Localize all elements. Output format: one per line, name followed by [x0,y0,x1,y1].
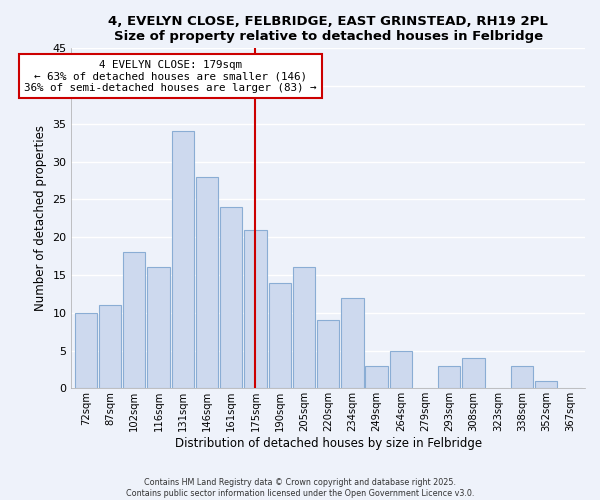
Bar [511,366,533,388]
Bar [341,298,364,388]
Bar [99,305,121,388]
Title: 4, EVELYN CLOSE, FELBRIDGE, EAST GRINSTEAD, RH19 2PL
Size of property relative t: 4, EVELYN CLOSE, FELBRIDGE, EAST GRINSTE… [108,15,548,43]
Bar [220,207,242,388]
Y-axis label: Number of detached properties: Number of detached properties [34,126,47,312]
Bar [293,268,315,388]
X-axis label: Distribution of detached houses by size in Felbridge: Distribution of detached houses by size … [175,437,482,450]
Bar [148,268,170,388]
Bar [123,252,145,388]
Bar [196,177,218,388]
Bar [269,282,291,389]
Bar [463,358,485,388]
Bar [365,366,388,388]
Text: 4 EVELYN CLOSE: 179sqm
← 63% of detached houses are smaller (146)
36% of semi-de: 4 EVELYN CLOSE: 179sqm ← 63% of detached… [25,60,317,93]
Bar [172,132,194,388]
Bar [535,380,557,388]
Bar [75,312,97,388]
Bar [244,230,266,388]
Bar [390,350,412,389]
Bar [317,320,340,388]
Text: Contains HM Land Registry data © Crown copyright and database right 2025.
Contai: Contains HM Land Registry data © Crown c… [126,478,474,498]
Bar [438,366,460,388]
